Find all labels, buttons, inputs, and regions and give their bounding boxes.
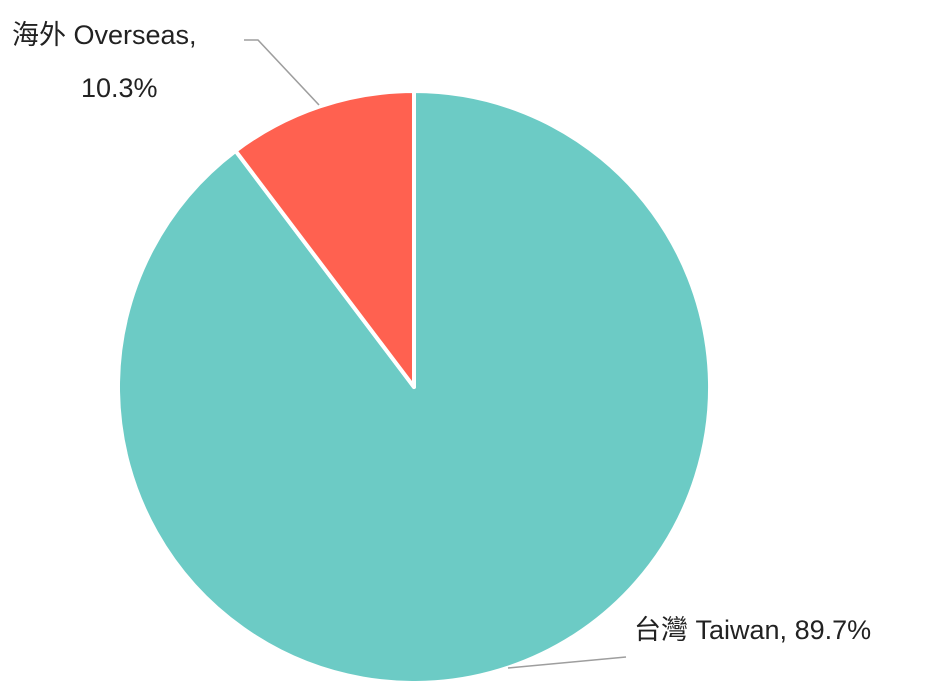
slice-label-overseas: 海外 Overseas,	[12, 20, 197, 50]
label-separator: ,	[189, 20, 197, 50]
pie-slices	[116, 89, 712, 681]
leader-lines	[244, 39, 627, 669]
leader-line-overseas	[244, 39, 320, 106]
pie-slice-overseas	[233, 89, 416, 389]
slice-label-taiwan: 台灣 Taiwan, 89.7%	[634, 615, 871, 645]
slice-value-overseas: 10.3%	[81, 73, 158, 103]
label-separator: ,	[780, 615, 795, 645]
leader-line-taiwan	[507, 656, 627, 669]
